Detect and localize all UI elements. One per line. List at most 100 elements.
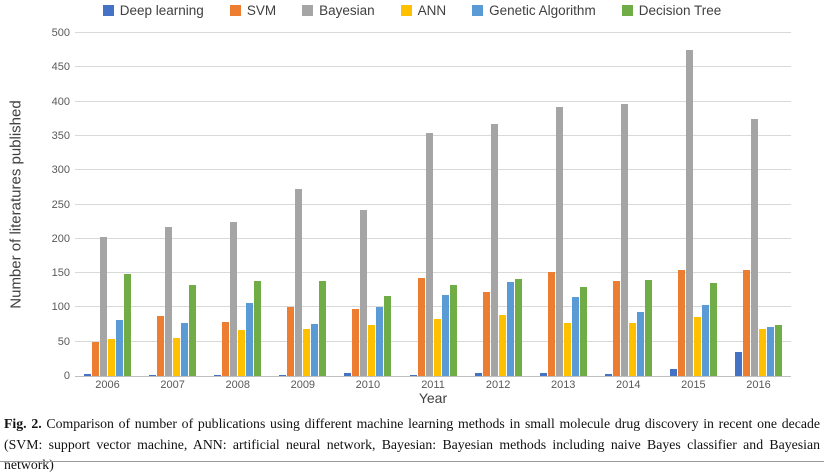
bar-group-2008: 2008	[205, 33, 270, 391]
bar-bayesian-2010	[360, 210, 368, 376]
bar-bayesian-2013	[555, 107, 563, 376]
legend-swatch-icon	[102, 5, 114, 16]
legend-item-decision-tree: Decision Tree	[621, 3, 722, 18]
bar-group-2015: 2015	[661, 33, 726, 391]
bar-deep-learning-2015	[669, 369, 677, 376]
bar-bayesian-2008	[230, 222, 238, 376]
chart-figure: Deep learning SVM Bayesian ANN Genetic Algor…	[0, 3, 824, 406]
bar-ann-2015	[693, 317, 701, 376]
bar-svm-2010	[352, 309, 360, 376]
legend-item-ann: ANN	[400, 3, 447, 18]
bar-bayesian-2007	[165, 227, 173, 376]
legend-swatch-icon	[302, 5, 314, 16]
x-tick-label: 2014	[616, 379, 641, 391]
y-tick-label: 500	[51, 27, 70, 39]
figure-caption: Fig. 2. Comparison of number of publicat…	[4, 414, 820, 476]
x-tick-label: 2006	[95, 379, 120, 391]
legend-label: Bayesian	[319, 3, 375, 18]
legend-swatch-icon	[472, 5, 484, 16]
page-divider	[0, 461, 824, 462]
legend-label: Deep learning	[119, 3, 204, 18]
bar-group-2009: 2009	[270, 33, 335, 391]
x-tick-label: 2007	[160, 379, 185, 391]
bar-group-2013: 2013	[531, 33, 596, 391]
y-tick-label: 450	[51, 61, 70, 74]
bar-group-2007: 2007	[140, 33, 205, 391]
legend-item-deep-learning: Deep learning	[102, 3, 204, 18]
bar-ann-2009	[303, 329, 311, 376]
bar-genetic-algorithm-2012	[506, 282, 514, 376]
bar-decision-tree-2013	[579, 286, 587, 376]
bar-genetic-algorithm-2013	[571, 297, 579, 376]
bar-genetic-algorithm-2011	[441, 295, 449, 376]
bar-decision-tree-2016	[774, 324, 782, 376]
bar-deep-learning-2008	[214, 375, 222, 376]
gridline	[75, 306, 791, 308]
chart-legend: Deep learning SVM Bayesian ANN Genetic Algor…	[0, 3, 824, 18]
legend-item-bayesian: Bayesian	[302, 3, 375, 18]
bar-groups: 2006 2007 2008 2009 2010 2011 2012 2013 2014 2015…	[75, 33, 791, 391]
bar-decision-tree-2006	[124, 274, 132, 376]
x-tick-label: 2009	[290, 379, 316, 391]
bar-bayesian-2009	[295, 189, 303, 376]
gridline	[75, 340, 791, 342]
x-axis-line	[75, 376, 791, 377]
bar-deep-learning-2014	[604, 373, 612, 376]
bar-bayesian-2016	[750, 119, 758, 376]
legend-label: ANN	[417, 3, 447, 18]
bar-svm-2012	[482, 292, 490, 376]
bar-ann-2008	[238, 330, 246, 376]
bar-deep-learning-2010	[344, 372, 352, 376]
gridline	[75, 100, 791, 102]
x-tick-label: 2015	[681, 379, 706, 391]
bar-group-2016: 2016	[726, 33, 791, 391]
x-tick-label: 2013	[550, 379, 576, 391]
bar-ann-2016	[758, 329, 766, 376]
legend-swatch-icon	[229, 5, 241, 16]
bar-genetic-algorithm-2010	[376, 307, 384, 376]
plot-area: 0 50 100 150 200 250 300 350 400 450 500 2006 2007 20…	[52, 28, 791, 391]
bar-genetic-algorithm-2008	[246, 303, 254, 376]
bar-ann-2007	[173, 337, 181, 376]
legend-label: Decision Tree	[638, 3, 722, 18]
caption-fig-label: Fig. 2.	[4, 416, 42, 431]
legend-label: Genetic Algorithm	[489, 3, 596, 18]
y-tick-label: 250	[51, 198, 70, 211]
bar-decision-tree-2014	[644, 279, 652, 376]
bar-bayesian-2012	[490, 124, 498, 376]
y-tick-label: 400	[51, 95, 70, 108]
bar-genetic-algorithm-2016	[766, 326, 774, 376]
bar-deep-learning-2012	[474, 373, 482, 376]
bar-bayesian-2006	[100, 236, 108, 376]
bar-decision-tree-2009	[319, 280, 327, 376]
y-tick-label: 150	[51, 267, 70, 280]
bar-decision-tree-2007	[189, 284, 197, 376]
x-tick-label: 2008	[225, 379, 250, 391]
bar-svm-2009	[287, 307, 295, 376]
bar-svm-2007	[157, 315, 165, 376]
y-tick-label: 300	[51, 164, 70, 177]
legend-swatch-icon	[400, 5, 412, 16]
bar-bayesian-2011	[425, 133, 433, 376]
gridline	[75, 66, 791, 68]
legend-label: SVM	[246, 3, 277, 18]
bar-decision-tree-2010	[384, 296, 392, 376]
bar-genetic-algorithm-2007	[181, 323, 189, 376]
gridline	[75, 169, 791, 171]
bar-ann-2013	[563, 322, 571, 376]
bar-svm-2008	[222, 321, 230, 376]
bar-svm-2015	[677, 269, 685, 376]
legend-item-svm: SVM	[229, 3, 277, 18]
bar-ann-2014	[628, 323, 636, 376]
gridline	[75, 237, 791, 239]
gridline	[75, 203, 791, 205]
bar-decision-tree-2008	[254, 281, 262, 376]
bar-genetic-algorithm-2006	[116, 319, 124, 376]
bar-ann-2011	[433, 319, 441, 376]
bar-group-2010: 2010	[335, 33, 400, 391]
bar-svm-2016	[742, 269, 750, 376]
bar-ann-2006	[108, 338, 116, 376]
gridline	[75, 272, 791, 274]
bar-group-2012: 2012	[466, 33, 531, 391]
x-axis-title: Year	[418, 390, 448, 406]
